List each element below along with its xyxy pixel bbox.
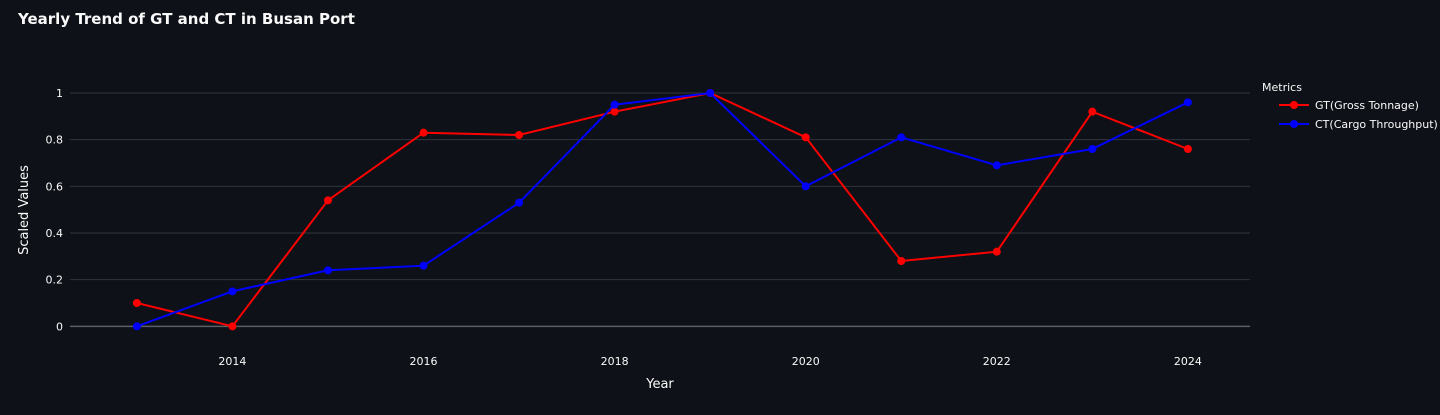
y-tick-label: 0.8 [46, 134, 64, 147]
data-point[interactable] [1088, 145, 1097, 153]
data-point[interactable] [706, 89, 715, 97]
data-point[interactable] [228, 287, 237, 296]
y-tick-label: 0 [56, 320, 63, 333]
data-point[interactable] [610, 100, 619, 109]
legend-swatch-marker [1290, 101, 1298, 109]
data-point[interactable] [897, 133, 906, 142]
x-tick-label: 2020 [792, 355, 820, 368]
data-point[interactable] [515, 131, 524, 139]
data-point[interactable] [323, 196, 332, 205]
x-axis-ticks: 2014 2016 2018 2020 2022 2024 [218, 355, 1201, 368]
y-axis-ticks: 0 0.2 0.4 0.6 0.8 1 [46, 87, 64, 333]
data-point[interactable] [132, 299, 141, 307]
data-point[interactable] [992, 161, 1001, 170]
data-point[interactable] [419, 261, 428, 270]
data-point[interactable] [515, 198, 524, 207]
series-line[interactable] [132, 89, 1192, 331]
data-point[interactable] [1183, 98, 1192, 107]
series-path [136, 91, 1189, 328]
x-tick-label: 2018 [601, 355, 629, 368]
data-point[interactable] [132, 322, 141, 331]
legend-label: GT(Gross Tonnage) [1315, 99, 1419, 112]
x-tick-label: 2022 [983, 355, 1011, 368]
legend-label: CT(Cargo Throughput) [1315, 118, 1438, 131]
x-tick-label: 2016 [410, 355, 438, 368]
legend-title: Metrics [1262, 81, 1302, 94]
series-path [136, 91, 1189, 328]
data-point[interactable] [992, 247, 1001, 256]
gridlines [70, 92, 1250, 328]
y-tick-label: 1 [56, 87, 63, 100]
legend[interactable]: Metrics GT(Gross Tonnage) CT(Cargo Throug… [1262, 81, 1438, 131]
data-point[interactable] [801, 133, 810, 142]
data-point[interactable] [610, 107, 619, 116]
x-axis-title: Year [645, 377, 674, 392]
y-tick-label: 0.2 [46, 274, 64, 287]
data-point[interactable] [897, 257, 906, 265]
chart-title: Yearly Trend of GT and CT in Busan Port [18, 10, 355, 28]
data-point[interactable] [801, 182, 810, 191]
data-point[interactable] [1088, 107, 1097, 116]
x-tick-label: 2014 [218, 355, 246, 368]
series-line[interactable] [132, 89, 1192, 331]
data-point[interactable] [419, 128, 428, 137]
series-layer [132, 89, 1192, 331]
y-axis-title: Scaled Values [17, 165, 32, 255]
legend-swatch-marker [1290, 120, 1298, 128]
data-point[interactable] [228, 322, 237, 331]
y-tick-label: 0.6 [46, 180, 64, 193]
data-point[interactable] [323, 266, 332, 275]
y-tick-label: 0.4 [46, 227, 64, 240]
legend-item[interactable]: CT(Cargo Throughput) [1279, 118, 1438, 131]
legend-item[interactable]: GT(Gross Tonnage) [1279, 99, 1419, 112]
data-point[interactable] [1183, 145, 1192, 153]
x-tick-label: 2024 [1174, 355, 1202, 368]
